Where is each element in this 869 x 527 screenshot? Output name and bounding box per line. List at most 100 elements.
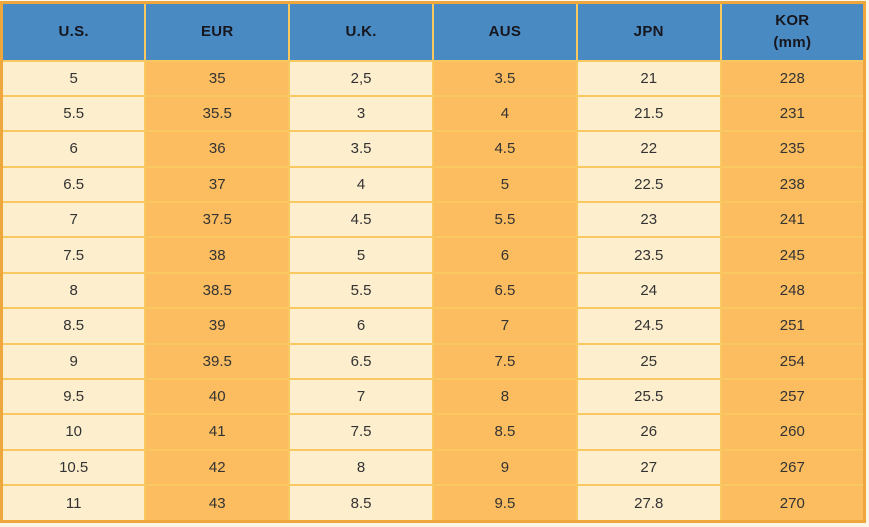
table-body: 5 35 2,5 3.5 21 228 5.5 35.5 3 4 21.5 231 6 36 3.5 4.5 2… xyxy=(0,59,866,523)
table-cell: 35 xyxy=(144,59,291,97)
table-cell: 11 xyxy=(0,484,147,523)
table-cell: 10.5 xyxy=(0,448,147,487)
table-cell: 38.5 xyxy=(144,271,291,310)
table-cell: 270 xyxy=(719,484,866,523)
table-cell: 5.5 xyxy=(0,94,147,133)
column-header-jpn: JPN xyxy=(575,1,722,62)
table-cell: 27 xyxy=(575,448,722,487)
table-cell: 22 xyxy=(575,130,722,168)
table-cell: 37 xyxy=(144,165,291,204)
table-cell: 8 xyxy=(288,448,434,487)
table-cell: 40 xyxy=(144,377,291,416)
table-cell: 23.5 xyxy=(575,236,722,274)
table-cell: 21 xyxy=(575,59,722,97)
table-cell: 6 xyxy=(0,130,147,168)
table-cell: 37.5 xyxy=(144,200,291,239)
table-cell: 5.5 xyxy=(288,271,434,310)
table-cell: 235 xyxy=(719,130,866,168)
column-header-eur: EUR xyxy=(144,1,291,62)
table-cell: 251 xyxy=(719,307,866,345)
table-cell: 24 xyxy=(575,271,722,310)
table-cell: 9 xyxy=(431,448,578,487)
column-header-label: AUS xyxy=(488,22,522,40)
table-cell: 7 xyxy=(431,307,578,345)
header-row: U.S. EUR U.K. AUS JPN KOR (mm) xyxy=(0,1,866,62)
column-header-label: U.K. xyxy=(345,22,377,40)
column-header-kor: KOR (mm) xyxy=(719,1,866,62)
table-cell: 238 xyxy=(719,165,866,204)
table-cell: 39.5 xyxy=(144,342,291,380)
table-row: 5.5 35.5 3 4 21.5 231 xyxy=(0,94,866,133)
table-cell: 6.5 xyxy=(288,342,434,380)
table-row: 9.5 40 7 8 25.5 257 xyxy=(0,377,866,416)
table-cell: 8.5 xyxy=(0,307,147,345)
table-row: 6 36 3.5 4.5 22 235 xyxy=(0,130,866,168)
table-cell: 5 xyxy=(431,165,578,204)
table-cell: 245 xyxy=(719,236,866,274)
column-header-label: (mm) xyxy=(773,33,812,51)
table-cell: 25.5 xyxy=(575,377,722,416)
table-cell: 2,5 xyxy=(288,59,434,97)
table-row: 5 35 2,5 3.5 21 228 xyxy=(0,59,866,97)
table-cell: 36 xyxy=(144,130,291,168)
table-cell: 8 xyxy=(0,271,147,310)
table-cell: 3 xyxy=(288,94,434,133)
table-cell: 9.5 xyxy=(431,484,578,523)
table-cell: 8.5 xyxy=(288,484,434,523)
table-cell: 257 xyxy=(719,377,866,416)
table-cell: 6.5 xyxy=(431,271,578,310)
table-row: 9 39.5 6.5 7.5 25 254 xyxy=(0,342,866,380)
column-header-label: JPN xyxy=(633,22,664,40)
table-cell: 22.5 xyxy=(575,165,722,204)
table-cell: 3.5 xyxy=(431,59,578,97)
table-cell: 8.5 xyxy=(431,413,578,451)
table-cell: 5.5 xyxy=(431,200,578,239)
table-cell: 39 xyxy=(144,307,291,345)
table-cell: 7.5 xyxy=(0,236,147,274)
table-header: U.S. EUR U.K. AUS JPN KOR (mm) xyxy=(0,1,866,62)
table-row: 10.5 42 8 9 27 267 xyxy=(0,448,866,487)
table-cell: 6 xyxy=(288,307,434,345)
table-cell: 5 xyxy=(288,236,434,274)
table-cell: 260 xyxy=(719,413,866,451)
table-cell: 4.5 xyxy=(431,130,578,168)
table-cell: 267 xyxy=(719,448,866,487)
table-cell: 4.5 xyxy=(288,200,434,239)
table-cell: 228 xyxy=(719,59,866,97)
table-cell: 7.5 xyxy=(431,342,578,380)
table-row: 8 38.5 5.5 6.5 24 248 xyxy=(0,271,866,310)
table-cell: 8 xyxy=(431,377,578,416)
table-cell: 9.5 xyxy=(0,377,147,416)
table-cell: 24.5 xyxy=(575,307,722,345)
column-header-label: EUR xyxy=(200,22,234,40)
table-cell: 254 xyxy=(719,342,866,380)
table-cell: 43 xyxy=(144,484,291,523)
column-header-us: U.S. xyxy=(0,1,147,62)
table-cell: 6 xyxy=(431,236,578,274)
table-row: 7 37.5 4.5 5.5 23 241 xyxy=(0,200,866,239)
column-header-label: KOR xyxy=(775,12,810,29)
table-cell: 7 xyxy=(0,200,147,239)
table-row: 7.5 38 5 6 23.5 245 xyxy=(0,236,866,274)
table-row: 6.5 37 4 5 22.5 238 xyxy=(0,165,866,204)
table-cell: 41 xyxy=(144,413,291,451)
table-cell: 23 xyxy=(575,200,722,239)
table-cell: 21.5 xyxy=(575,94,722,133)
table-row: 8.5 39 6 7 24.5 251 xyxy=(0,307,866,345)
table-cell: 241 xyxy=(719,200,866,239)
column-header-label: U.S. xyxy=(58,22,89,40)
table-cell: 10 xyxy=(0,413,147,451)
table-cell: 4 xyxy=(288,165,434,204)
table-cell: 26 xyxy=(575,413,722,451)
table-cell: 6.5 xyxy=(0,165,147,204)
table-cell: 231 xyxy=(719,94,866,133)
table-cell: 7 xyxy=(288,377,434,416)
table-cell: 9 xyxy=(0,342,147,380)
table-cell: 27.8 xyxy=(575,484,722,523)
table-cell: 35.5 xyxy=(144,94,291,133)
column-header-aus: AUS xyxy=(431,1,578,62)
table-cell: 3.5 xyxy=(288,130,434,168)
table-cell: 42 xyxy=(144,448,291,487)
table-row: 10 41 7.5 8.5 26 260 xyxy=(0,413,866,451)
